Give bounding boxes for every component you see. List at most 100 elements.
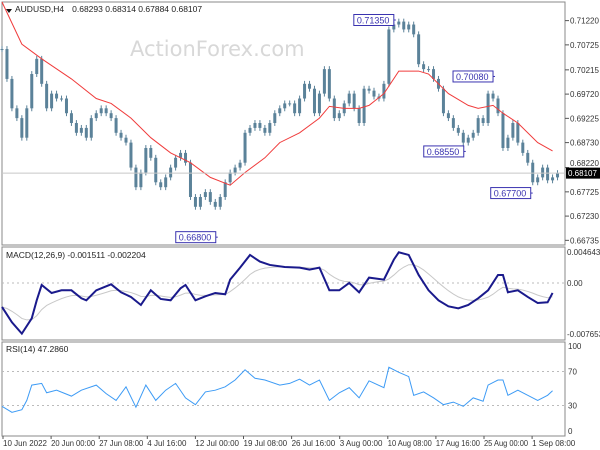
time-tick-label: 17 Aug 16:00 [436, 439, 481, 448]
candle-body [347, 93, 351, 104]
price-tick-label: 0.69225 [570, 114, 599, 123]
candle-body [99, 108, 103, 114]
candle-body [35, 58, 39, 75]
candle-body [417, 34, 421, 65]
rsi-line [1, 366, 553, 413]
price-tick-label: 0.70215 [570, 66, 599, 75]
candle-body [248, 127, 252, 133]
candle-body [372, 90, 376, 97]
candle-body [511, 123, 515, 138]
price-tick-label: 0.70725 [570, 41, 599, 50]
candle-body [45, 83, 49, 109]
candle-body [5, 49, 9, 79]
candle-body [159, 182, 163, 188]
candle-body [397, 21, 401, 25]
macd-axis: 0.004643 0.00 -0.007653 [567, 248, 600, 339]
candle-body [10, 78, 14, 109]
rsi-tick-label: 30 [568, 402, 577, 411]
candle-body [446, 113, 450, 119]
candle-body [486, 93, 490, 124]
candle-body [60, 98, 64, 100]
candle-body [129, 142, 133, 168]
candle-body [362, 88, 366, 124]
candle-body [50, 93, 54, 109]
macd-tick-label: 0.004643 [567, 248, 600, 257]
price-tick-label: 0.69720 [570, 90, 599, 99]
symbol-label: AUDUSD,H4 [15, 4, 64, 14]
macd-panel[interactable]: MACD(12,26,9) -0.001511 -0.002204 0.0046… [1, 246, 600, 341]
time-tick-label: 10 Aug 08:00 [388, 439, 433, 448]
candle-body [526, 152, 530, 163]
time-axis: 10 Jun 2022 20 Jun 00:00 27 Jun 08:00 4 Jul… [2, 436, 576, 448]
price-tick-label: 0.67230 [570, 212, 599, 221]
candle-body [20, 118, 24, 138]
candle-body [352, 93, 356, 109]
collapse-triangle-icon[interactable] [6, 9, 12, 13]
rsi-panel[interactable]: RSI(14) 47.2860 100 70 30 0 [1, 341, 582, 437]
annotation-label: 0.67700 [494, 189, 527, 199]
candle-body [382, 83, 386, 99]
candle-body [456, 127, 460, 133]
candle-body [422, 64, 426, 70]
candle-body [149, 147, 153, 158]
candle-body [114, 118, 118, 133]
macd-signal-line [1, 264, 553, 321]
price-panel-frame [1, 1, 566, 246]
candle-body [169, 167, 173, 178]
annotation-box [353, 14, 395, 26]
candle-body [193, 196, 197, 207]
current-price-value: 0.68107 [568, 169, 597, 178]
candle-body [402, 21, 406, 30]
candle-body [30, 74, 34, 109]
macd-tick-label: -0.007653 [567, 330, 600, 339]
candle-body [357, 108, 361, 124]
candle-body [337, 113, 341, 119]
time-tick-label: 12 Jul 00:00 [195, 439, 239, 448]
macd-line [1, 251, 554, 336]
candle-body [263, 127, 267, 133]
candle-body [25, 108, 29, 138]
ohlc-values: 0.68293 0.68314 0.67884 0.68107 [72, 4, 202, 14]
annotation-box [175, 231, 217, 244]
candle-body [119, 132, 123, 138]
candle-body [184, 152, 188, 163]
candle-body [412, 24, 416, 35]
time-tick-label: 19 Jul 08:00 [244, 439, 288, 448]
annotation-box [490, 187, 532, 200]
candle-body [481, 118, 485, 124]
moving-average-line [1, 1, 553, 186]
rsi-tick-label: 0 [568, 427, 573, 436]
candle-body [516, 123, 520, 143]
candle-body [312, 88, 316, 114]
candles [0, 18, 560, 210]
candle-body [506, 137, 510, 148]
candle-body [238, 162, 242, 168]
rsi-tick-label: 70 [568, 368, 577, 377]
candle-body [79, 127, 83, 133]
candle-body [74, 123, 78, 133]
candle-body [521, 142, 525, 153]
candle-body [427, 69, 431, 71]
macd-title: MACD(12,26,9) -0.001511 -0.002204 [6, 250, 146, 260]
candle-body [308, 83, 312, 89]
price-panel[interactable]: ActionForex.com 0.668000.713500.700800.6… [0, 1, 600, 246]
candle-body [476, 118, 480, 133]
candle-body [0, 49, 4, 51]
candle-body [64, 98, 68, 114]
price-tick-label: 0.68220 [570, 159, 599, 168]
candle-body [89, 118, 93, 138]
candle-body [243, 132, 247, 163]
candle-body [407, 24, 411, 30]
candle-body [40, 58, 44, 84]
candle-body [164, 177, 168, 188]
candle-body [253, 123, 257, 128]
candle-body [317, 93, 321, 114]
candle-body [551, 177, 555, 181]
annotation-label: 0.66800 [179, 233, 212, 243]
candle-body [288, 103, 292, 105]
candle-body [228, 172, 232, 183]
candle-body [55, 93, 59, 99]
candle-body [432, 69, 436, 79]
candle-body [104, 108, 108, 114]
candle-body [392, 24, 396, 30]
